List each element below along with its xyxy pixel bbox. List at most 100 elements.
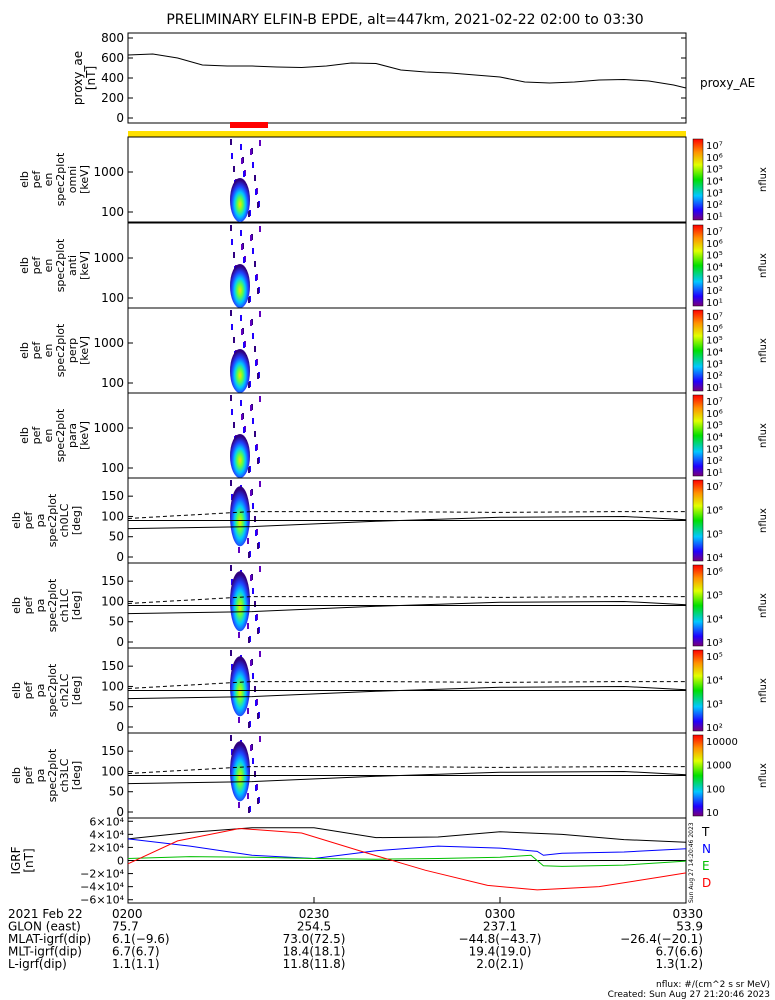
flux-pixel: [259, 396, 261, 402]
flux-pixel: [230, 310, 232, 316]
ephemeris-value: 6.7(6.6): [655, 945, 703, 959]
colorbar-tick-label: 10⁵: [706, 591, 723, 602]
ylabel-line: elb: [10, 682, 23, 699]
colorbar: [692, 649, 704, 732]
flux-pixel: [248, 467, 250, 473]
colorbar-tick-label: 10⁴: [706, 676, 723, 687]
colorbar-tick-label: 1000: [706, 761, 731, 772]
loss-cone-line: [127, 515, 687, 530]
flux-pixel: [238, 802, 240, 808]
colorbar-tick-label: 10²: [706, 371, 723, 382]
colorbar-tick-label: 10⁷: [706, 227, 723, 238]
x-tick-label: 0330: [672, 907, 703, 921]
y-tick-label: 400: [101, 71, 124, 85]
colorbar-tick-label: 10⁵: [706, 251, 723, 262]
flux-pixel: [243, 427, 245, 433]
flux-pixel: [250, 745, 252, 751]
flux-blob: [230, 741, 250, 802]
spectrogram-panel-perp: 1001000elbpefenspec2plotperp[keV]10⁷10⁶1…: [18, 307, 769, 394]
flux-pixel: [255, 360, 257, 366]
colorbar-label: nflux: [758, 508, 769, 533]
flux-pixel: [250, 235, 252, 241]
ylabel-line: spec2plot: [46, 663, 59, 717]
anti-loss-cone-line: [127, 596, 686, 604]
y-tick-label: 0: [116, 805, 124, 819]
colorbar-label: nflux: [758, 253, 769, 278]
ylabel-line: elb: [18, 171, 31, 188]
panel-ylabel: elbpefenspec2plotomni[keV]: [18, 152, 91, 206]
flux-blob: [230, 656, 250, 717]
colorbar-tick-label: 10⁴: [706, 263, 723, 274]
flux-pixel: [255, 700, 257, 706]
y-tick-label: −6×10⁴: [80, 894, 124, 907]
spectrogram-panel-anti: 1001000elbpefenspec2plotanti[keV]10⁷10⁶1…: [18, 222, 769, 309]
ylabel-line: [deg]: [70, 591, 83, 620]
flux-pixel: [254, 516, 256, 522]
flux-pixel: [231, 153, 233, 159]
y-tick-label: 1000: [93, 421, 124, 435]
ylabel-line: omni: [66, 166, 79, 193]
ylabel-line: elb: [10, 597, 23, 614]
colorbar-tick-label: 10³: [706, 444, 723, 455]
ylabel-line: spec2plot: [54, 152, 67, 206]
y-tick-label: −2×10⁴: [80, 868, 124, 881]
flux-pixel: [250, 490, 252, 496]
y-tick-label: 100: [101, 679, 124, 693]
panel-ylabel: elbpefpaspec2plotch3LC[deg]: [10, 748, 83, 802]
ephemeris-row-label: GLON (east): [8, 920, 81, 934]
flux-pixel: [230, 565, 232, 571]
flux-pixel: [233, 337, 235, 343]
colorbar-tick-label: 10⁷: [706, 312, 723, 323]
anti-loss-cone-line: [127, 681, 686, 689]
ylabel-line: pef: [30, 170, 43, 189]
colorbar-label: nflux: [758, 763, 769, 788]
x-tick-label: 0230: [299, 907, 330, 921]
ylabel-line: spec2plot: [46, 748, 59, 802]
ylabel-line: spec2plot: [54, 408, 67, 462]
colorbar-tick-label: 10¹: [706, 468, 723, 479]
y-tick-label: 150: [101, 489, 124, 503]
ylabel-line: elb: [18, 342, 31, 359]
panel-ylabel: elbpefenspec2plotanti[keV]: [18, 238, 91, 292]
colorbar-tick-label: 10⁵: [706, 336, 723, 347]
flux-pixel: [257, 543, 259, 549]
flux-pixel: [257, 458, 259, 464]
ylabel-line: pef: [22, 681, 35, 700]
panel-frame: [127, 136, 687, 223]
ephemeris-row-label: MLAT-igrf(dip): [8, 932, 91, 946]
flux-pixel: [241, 414, 243, 420]
flux-pixel: [231, 239, 233, 245]
y-tick-label: 2×10⁴: [89, 841, 124, 854]
igrf-line-D: [127, 827, 687, 891]
flux-pixel: [259, 226, 261, 232]
panel-frame: [127, 392, 687, 479]
flux-pixel: [254, 261, 256, 267]
colorbar-label: nflux: [758, 593, 769, 618]
colorbar-tick-label: 10⁴: [706, 177, 723, 188]
flux-pixel: [257, 628, 259, 634]
flux-pixel: [255, 445, 257, 451]
y-tick-label: 100: [101, 291, 124, 305]
colorbar-tick-label: 10⁵: [706, 529, 723, 540]
flux-pixel: [259, 736, 261, 742]
ylabel-line: ch0LC: [58, 503, 71, 537]
flux-pixel: [254, 771, 256, 777]
ephemeris-row-label: MLT-igrf(dip): [8, 945, 82, 959]
flux-pixel: [252, 162, 254, 168]
colorbar-tick-label: 10³: [706, 638, 723, 649]
y-tick-label: 600: [101, 51, 124, 65]
spectrogram-panel-omni: 1001000elbpefenspec2plotomni[keV]10⁷10⁶1…: [18, 136, 769, 223]
proxy-ae-ylabel: proxy_ae[nT]: [71, 51, 98, 105]
flux-pixel: [230, 735, 232, 741]
igrf-legend-N: N: [702, 842, 711, 856]
flux-pixel: [241, 329, 243, 335]
igrf-line-E: [127, 854, 687, 867]
colorbar-tick-label: 10¹: [706, 383, 723, 394]
flux-pixel: [252, 333, 254, 339]
ylabel-line: [nT]: [22, 848, 36, 872]
y-tick-label: −4×10⁴: [80, 881, 124, 894]
ylabel-line: ch3LC: [58, 758, 71, 792]
ylabel-line: spec2plot: [54, 238, 67, 292]
colorbar-label: nflux: [758, 338, 769, 363]
